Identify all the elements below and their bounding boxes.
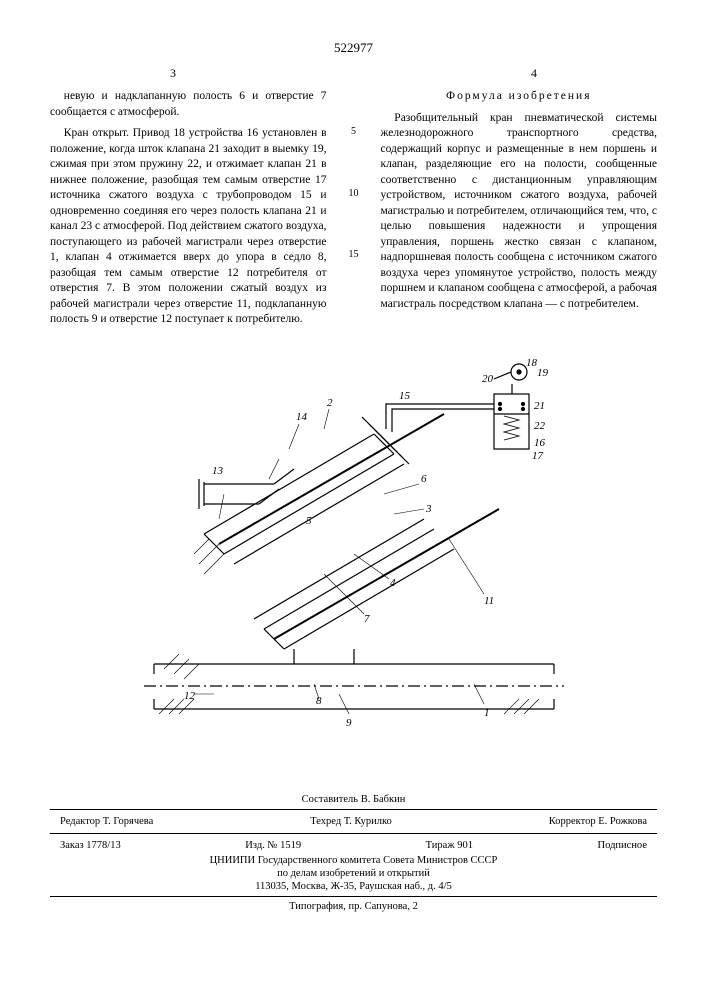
org1: ЦНИИПИ Государственного комитета Совета … xyxy=(50,855,657,866)
addr: 113035, Москва, Ж-35, Раушская наб., д. … xyxy=(50,881,657,892)
left-p2: Кран открыт. Привод 18 устройства 16 уст… xyxy=(50,126,327,328)
pipe-15 xyxy=(386,404,494,432)
left-p1: невую и надклапанную полость 6 и отверст… xyxy=(50,89,327,120)
label-3: 3 xyxy=(425,503,432,515)
text-columns: невую и надклапанную полость 6 и отверст… xyxy=(50,89,657,334)
order: Заказ 1778/13 xyxy=(60,840,121,851)
footer: Составитель В. Бабкин Редактор Т. Горяче… xyxy=(50,794,657,912)
footer-rule-2 xyxy=(50,833,657,834)
label-4: 4 xyxy=(390,577,396,589)
org2: по делам изобретений и открытий xyxy=(50,868,657,879)
label-12: 12 xyxy=(184,690,196,702)
label-5: 5 xyxy=(306,515,312,527)
page-num-right: 4 xyxy=(531,66,537,81)
lower-duct xyxy=(144,649,564,709)
label-7: 7 xyxy=(364,613,370,625)
line-5: 5 xyxy=(351,125,356,139)
footer-rule-3 xyxy=(50,896,657,897)
compiler: Составитель В. Бабкин xyxy=(50,794,657,805)
formula-title: Формула изобретения xyxy=(381,89,658,105)
patent-page: 522977 3 4 невую и надклапанную полость … xyxy=(0,0,707,934)
left-column: невую и надклапанную полость 6 и отверст… xyxy=(50,89,327,334)
label-8: 8 xyxy=(316,695,322,707)
page-numbers: 3 4 xyxy=(50,66,657,81)
label-19: 19 xyxy=(537,367,549,379)
label-6: 6 xyxy=(421,473,427,485)
patent-number: 522977 xyxy=(50,40,657,56)
techred: Техред Т. Курилко xyxy=(310,816,392,827)
label-16: 16 xyxy=(534,437,546,449)
editor: Редактор Т. Горячева xyxy=(60,816,153,827)
footer-rule-1 xyxy=(50,809,657,810)
label-2: 2 xyxy=(327,397,333,409)
technical-figure: 14 2 6 3 4 7 11 13 8 9 1 12 5 15 16 17 1… xyxy=(104,354,604,764)
footer-row-1: Редактор Т. Горячева Техред Т. Курилко К… xyxy=(50,814,657,829)
line-15: 15 xyxy=(349,248,359,262)
line-10: 10 xyxy=(349,187,359,201)
label-18: 18 xyxy=(526,357,538,369)
label-21: 21 xyxy=(534,400,545,412)
control-device xyxy=(494,364,529,449)
label-20: 20 xyxy=(482,373,494,385)
figure-svg: 14 2 6 3 4 7 11 13 8 9 1 12 5 15 16 17 1… xyxy=(124,354,584,764)
page-num-left: 3 xyxy=(170,66,176,81)
right-p1: Разобщительный кран пневматической систе… xyxy=(381,111,658,313)
izd: Изд. № 1519 xyxy=(245,840,301,851)
typography: Типография, пр. Сапунова, 2 xyxy=(50,901,657,912)
footer-row-2: Заказ 1778/13 Изд. № 1519 Тираж 901 Подп… xyxy=(50,838,657,853)
label-14: 14 xyxy=(296,411,308,423)
cylinder-body xyxy=(204,414,499,649)
hatch-left xyxy=(159,539,539,714)
label-15: 15 xyxy=(399,390,411,402)
line-markers: 5 10 15 xyxy=(347,89,361,334)
label-17: 17 xyxy=(532,450,544,462)
label-22: 22 xyxy=(534,420,546,432)
label-11: 11 xyxy=(484,595,494,607)
label-9: 9 xyxy=(346,717,352,729)
right-column: Формула изобретения Разобщительный кран … xyxy=(381,89,658,334)
corrector: Корректор Е. Рожкова xyxy=(549,816,647,827)
label-13: 13 xyxy=(212,465,224,477)
tirazh: Тираж 901 xyxy=(426,840,473,851)
podpisnoe: Подписное xyxy=(598,840,647,851)
label-1: 1 xyxy=(484,707,490,719)
